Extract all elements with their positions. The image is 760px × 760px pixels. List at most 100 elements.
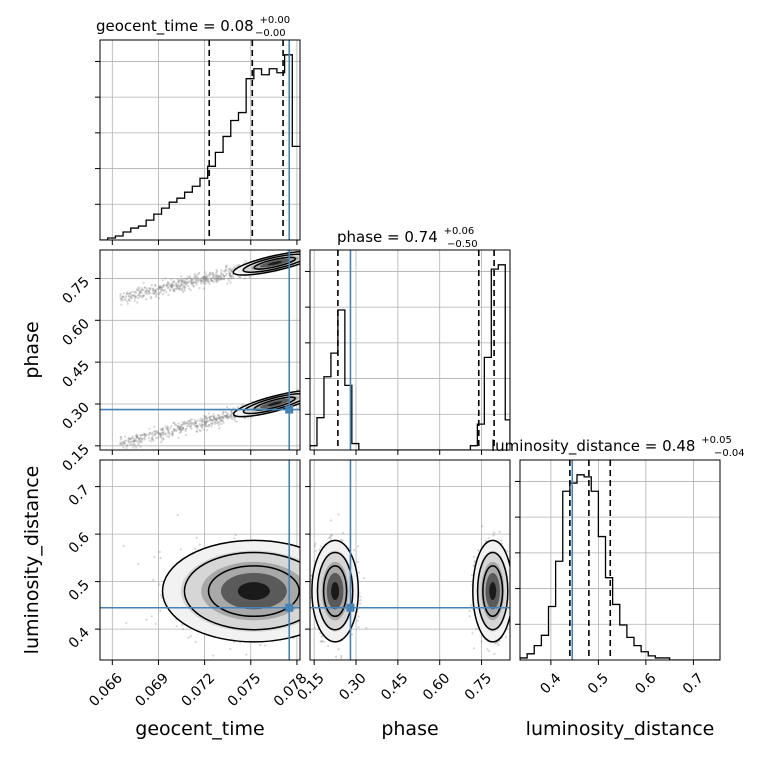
sample-point	[329, 537, 332, 540]
sample-point	[137, 440, 140, 443]
sample-point	[222, 411, 225, 414]
sample-point	[177, 287, 180, 290]
sample-point	[238, 276, 241, 279]
sample-point	[306, 578, 308, 580]
sample-point	[119, 441, 122, 444]
sample-point	[175, 284, 178, 288]
sample-point	[300, 576, 302, 578]
sample-point	[126, 302, 129, 305]
sample-point	[195, 281, 198, 284]
sample-point	[177, 281, 180, 285]
sample-point	[150, 437, 153, 440]
sample-point	[205, 415, 208, 418]
sample-point	[203, 278, 207, 281]
panel-1-1	[310, 250, 510, 450]
sample-point	[183, 286, 187, 289]
tick-label-luminosity_distance: 0.5	[585, 670, 612, 697]
sample-point	[179, 431, 183, 434]
sample-point	[317, 636, 319, 638]
sample-point	[178, 431, 181, 434]
panel-0-0	[100, 40, 300, 240]
sample-point	[187, 636, 190, 639]
sample-point	[212, 415, 215, 418]
sample-point	[320, 640, 323, 643]
sample-point	[313, 626, 316, 629]
sample-point	[215, 280, 218, 283]
tick-label-geocent_time: 0.075	[225, 670, 265, 710]
sample-point	[173, 421, 176, 425]
sample-point	[219, 278, 223, 281]
sample-point	[125, 439, 128, 442]
sample-point	[178, 427, 181, 430]
sample-point	[185, 433, 188, 437]
sample-point	[126, 291, 129, 294]
sample-point	[145, 287, 149, 290]
sample-point	[120, 297, 123, 301]
sample-point	[226, 406, 229, 409]
sample-point	[202, 277, 205, 280]
sample-point	[159, 428, 162, 431]
sample-point	[164, 291, 168, 294]
sample-point	[504, 636, 508, 639]
sample-point	[224, 268, 227, 271]
sample-point	[143, 438, 146, 441]
sample-point	[306, 597, 308, 599]
sample-point	[137, 289, 140, 292]
sample-point	[180, 429, 183, 432]
histogram-step	[100, 54, 300, 240]
sample-point	[144, 433, 147, 437]
sample-point	[166, 283, 170, 286]
sample-point	[471, 632, 474, 635]
sample-point	[165, 427, 168, 430]
sample-point	[120, 435, 123, 439]
sample-point	[473, 560, 476, 563]
sample-point	[218, 416, 221, 420]
sample-point	[120, 299, 123, 302]
sample-point	[125, 622, 128, 625]
sample-point	[185, 427, 188, 430]
sample-point	[183, 423, 186, 426]
sample-point	[214, 278, 218, 281]
sample-point	[209, 415, 212, 418]
sample-point	[180, 428, 183, 431]
sample-point	[153, 291, 156, 294]
sample-point	[181, 426, 185, 429]
sample-point	[162, 437, 165, 441]
sample-point	[203, 280, 206, 283]
sample-point	[221, 415, 224, 418]
sample-point	[204, 421, 207, 424]
sample-point	[196, 424, 199, 427]
sample-point	[340, 656, 343, 659]
sample-point	[506, 550, 509, 553]
sample-point	[122, 292, 126, 295]
sample-point	[226, 416, 229, 419]
sample-point	[125, 446, 128, 450]
sample-point	[214, 275, 217, 278]
sample-point	[472, 647, 476, 650]
sample-point	[141, 433, 144, 437]
sample-point	[302, 609, 304, 611]
sample-point	[209, 415, 212, 418]
sample-point	[211, 276, 214, 279]
sample-point	[195, 276, 198, 279]
sample-point	[179, 284, 182, 287]
sample-point	[130, 296, 133, 299]
sample-point	[131, 440, 135, 443]
sample-point	[162, 289, 165, 293]
sample-point	[159, 284, 162, 287]
sample-point	[190, 427, 193, 430]
sample-point	[220, 422, 223, 426]
sample-point	[160, 434, 163, 437]
sample-point	[230, 276, 234, 280]
sample-point	[230, 277, 233, 280]
sample-point	[160, 431, 164, 434]
sample-point	[189, 282, 193, 285]
sample-point	[195, 536, 198, 539]
sample-point	[129, 291, 132, 295]
sample-point	[162, 285, 165, 288]
sample-point	[160, 436, 163, 439]
sample-point	[136, 435, 139, 438]
contour-line	[311, 539, 360, 643]
sample-point	[153, 292, 156, 295]
sample-point	[158, 286, 162, 289]
